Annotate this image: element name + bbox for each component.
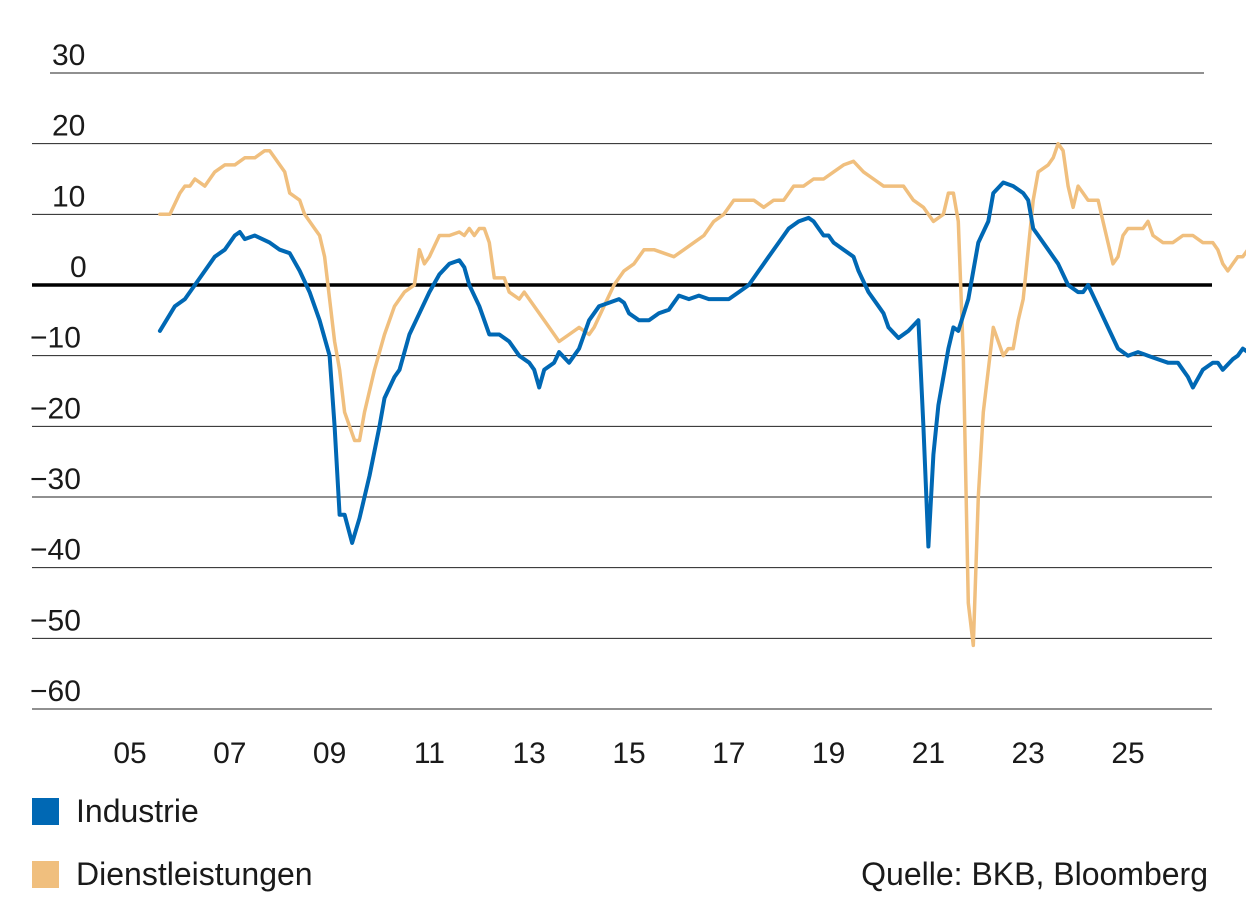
y-tick-label: 0 (70, 251, 87, 284)
x-tick-label: 07 (213, 737, 246, 770)
series-lines (157, 141, 1246, 648)
legend-swatch-industrie (32, 798, 59, 825)
x-tick-label: 13 (513, 737, 546, 770)
x-tick-label: 17 (712, 737, 745, 770)
y-axis-ticks: 30 20 10 0 −10 −20 −30 −40 −50 −60 (30, 39, 87, 708)
y-tick-label: −20 (30, 392, 81, 425)
legend-label-industrie: Industrie (76, 793, 199, 829)
source-note: Quelle: BKB, Bloomberg (861, 856, 1208, 892)
legend-swatch-dienstleistungen (32, 861, 59, 888)
y-tick-label: 30 (52, 39, 85, 72)
y-tick-label: 20 (52, 110, 85, 143)
y-tick-label: −60 (30, 675, 81, 708)
x-axis-ticks: 05 07 09 11 13 15 17 19 21 23 25 (113, 737, 1144, 770)
series-line-industrie (157, 180, 1246, 549)
series-line-dienstleistungen (158, 141, 1246, 648)
legend-label-dienstleistungen: Dienstleistungen (76, 856, 313, 892)
y-tick-label: −30 (30, 463, 81, 496)
x-tick-label: 11 (414, 737, 445, 770)
y-tick-label: 10 (52, 180, 85, 213)
y-tick-label: −40 (30, 534, 81, 567)
x-tick-label: 05 (113, 737, 146, 770)
x-tick-label: 09 (313, 737, 346, 770)
x-tick-label: 21 (912, 737, 945, 770)
x-tick-label: 19 (812, 737, 845, 770)
legend-item-industrie: Industrie (32, 793, 199, 830)
gridlines (32, 72, 1212, 710)
x-tick-label: 25 (1111, 737, 1144, 770)
legend-item-dienstleistungen: Dienstleistungen (32, 856, 313, 893)
x-tick-label: 15 (612, 737, 645, 770)
x-tick-label: 23 (1012, 737, 1045, 770)
y-tick-label: −10 (30, 322, 81, 355)
y-tick-label: −50 (30, 604, 81, 637)
